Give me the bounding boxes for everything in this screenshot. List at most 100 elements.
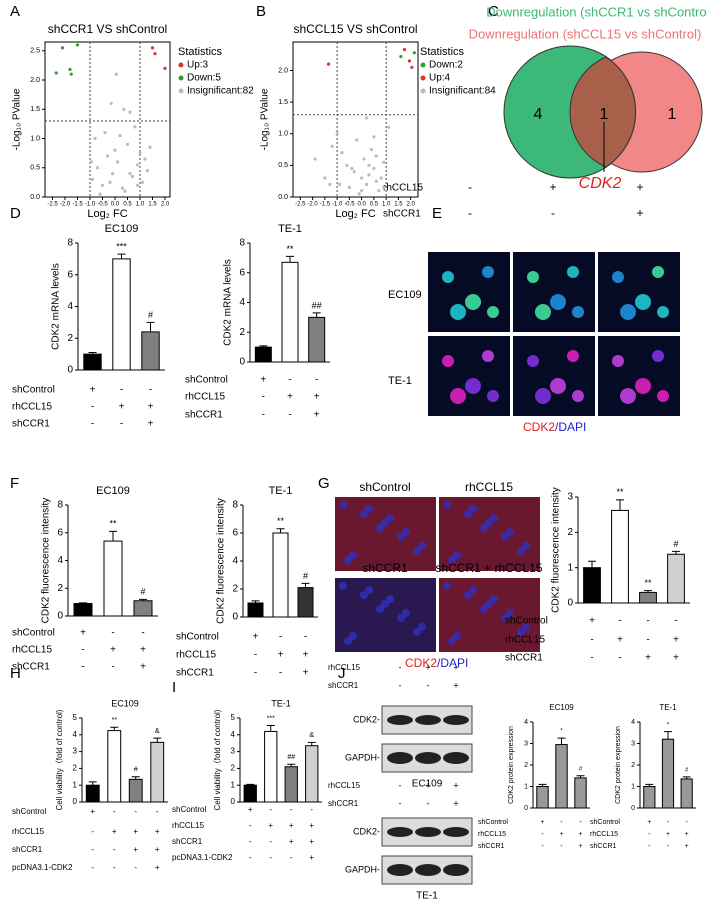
error-bar xyxy=(246,783,255,786)
y-tick-label: 3 xyxy=(567,492,573,503)
condition-name: rhCCL15 xyxy=(172,821,205,830)
y-tick-label: 8 xyxy=(57,500,63,511)
y-tick-label: 6 xyxy=(67,269,73,280)
bar xyxy=(103,540,123,617)
condition-sign: - xyxy=(618,616,621,627)
condition-sign: + xyxy=(248,805,253,814)
point xyxy=(150,46,155,50)
point xyxy=(374,179,378,183)
x-tick-label: -2.5 xyxy=(295,202,306,208)
condition-sign: + xyxy=(148,402,154,413)
error-bar xyxy=(301,582,310,588)
point xyxy=(115,160,120,164)
condition-sign: - xyxy=(310,805,313,814)
significance: ## xyxy=(312,300,322,310)
y-tick-label: 0.5 xyxy=(30,165,40,172)
condition-name: shControl xyxy=(172,805,206,814)
x-tick-label: -2.0 xyxy=(307,202,318,208)
panel-label: F xyxy=(10,475,19,492)
bar xyxy=(667,553,685,604)
condition-sign: - xyxy=(667,843,670,850)
condition-sign: - xyxy=(156,807,159,816)
y-tick-label: 3 xyxy=(73,747,78,756)
point xyxy=(347,185,351,190)
significance: ** xyxy=(277,516,285,526)
bar xyxy=(680,778,693,809)
condition-sign: - xyxy=(254,668,257,679)
y-tick-label: 4 xyxy=(73,730,78,739)
condition-sign: - xyxy=(579,819,582,826)
point xyxy=(68,67,72,72)
condition-name: shControl xyxy=(12,385,55,396)
y-tick-label: 3 xyxy=(231,747,236,756)
error-bar xyxy=(146,321,155,332)
condition-sign: - xyxy=(541,831,544,838)
condition-name: pcDNA3.1-CDK2 xyxy=(12,863,73,872)
condition-sign: - xyxy=(646,635,649,646)
y-tick-label: 0 xyxy=(524,805,528,812)
x-tick-label: -1.5 xyxy=(72,202,83,208)
condition-sign: + xyxy=(90,385,96,396)
condition-sign: - xyxy=(120,419,123,430)
condition-sign: - xyxy=(288,375,291,386)
condition-name: rhCCL15 xyxy=(328,781,361,790)
significance: # xyxy=(673,539,678,549)
significance: & xyxy=(155,728,160,735)
point xyxy=(399,54,403,59)
condition-sign: + xyxy=(314,392,320,403)
legend-title: Statistics xyxy=(420,46,465,58)
condition-sign: + xyxy=(549,180,556,194)
point xyxy=(135,183,140,187)
condition-name: rhCCL15 xyxy=(176,650,216,661)
y-tick-label: 0 xyxy=(67,365,73,376)
bar xyxy=(611,509,629,604)
significance: # xyxy=(579,766,583,772)
significance: # xyxy=(685,767,689,773)
legend-label: Down:5 xyxy=(187,73,221,84)
error-bar xyxy=(286,255,294,263)
bar xyxy=(128,778,143,803)
x-tick-label: 2.0 xyxy=(161,202,170,208)
y-tick-label: 2 xyxy=(567,527,573,538)
condition-sign: + xyxy=(645,653,651,664)
x-tick-label: 1.0 xyxy=(136,202,145,208)
bar xyxy=(639,591,657,604)
condition-sign: - xyxy=(134,807,137,816)
point xyxy=(98,192,102,196)
image-label: shCCR1 + rhCCL15 xyxy=(435,561,542,575)
condition-sign: + xyxy=(155,863,160,872)
condition-sign: + xyxy=(155,845,160,854)
cell xyxy=(482,350,494,362)
nucleus xyxy=(522,623,530,631)
x-axis-label: Log₂ FC xyxy=(87,208,127,220)
condition-sign: + xyxy=(636,206,643,220)
nucleus xyxy=(339,582,347,590)
nucleus xyxy=(376,524,384,532)
nucleus xyxy=(506,528,514,536)
condition-name: rhCCL15 xyxy=(478,831,506,838)
bar xyxy=(308,316,326,363)
cell xyxy=(635,378,651,394)
nucleus xyxy=(448,637,456,645)
band xyxy=(387,864,413,876)
nucleus xyxy=(349,632,357,640)
significance: ** xyxy=(109,519,117,529)
condition-sign: - xyxy=(618,653,621,664)
point xyxy=(93,136,97,141)
cell xyxy=(550,378,566,394)
condition-name: pcDNA3.1-CDK2 xyxy=(172,853,233,862)
y-tick-label: 4 xyxy=(631,719,635,726)
cell xyxy=(535,388,551,404)
condition-sign: - xyxy=(290,805,293,814)
point xyxy=(133,125,137,129)
cell xyxy=(465,378,481,394)
nucleus xyxy=(506,609,514,617)
error-bar xyxy=(259,345,268,348)
point xyxy=(360,189,364,193)
nucleus xyxy=(386,595,394,603)
x-tick-label: -1.5 xyxy=(320,202,331,208)
point xyxy=(103,131,107,135)
y-tick-label: 1 xyxy=(524,783,528,790)
condition-sign: - xyxy=(249,821,252,830)
nucleus xyxy=(349,551,357,559)
